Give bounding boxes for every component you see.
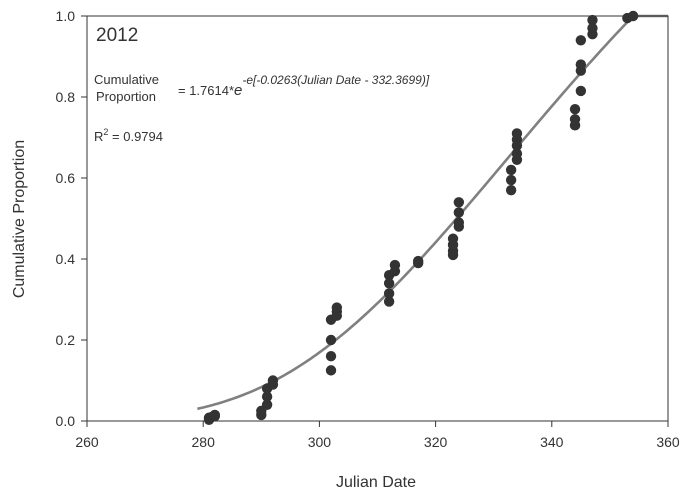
year-annotation: 2012 xyxy=(96,25,138,46)
data-point xyxy=(511,128,523,139)
data-point xyxy=(325,351,337,362)
data-point xyxy=(511,148,523,159)
y-tick-label: 0.0 xyxy=(56,413,76,429)
data-point xyxy=(453,217,465,228)
r2-prefix: R xyxy=(94,129,103,144)
equation-base: e xyxy=(234,82,242,99)
y-tick-label: 0.6 xyxy=(56,170,76,186)
data-point xyxy=(587,22,598,34)
data-point xyxy=(389,259,401,271)
x-axis-title: Julian Date xyxy=(336,474,416,491)
data-point xyxy=(505,184,517,196)
r2-superscript: 2 xyxy=(103,127,108,137)
data-point xyxy=(261,391,273,402)
equation-rhs: = 1.7614*e-e[-0.0263(Julian Date - 332.3… xyxy=(178,73,430,99)
y-tick-label: 0.2 xyxy=(56,332,76,348)
x-tick-label: 280 xyxy=(192,434,216,450)
r2-value: = 0.9794 xyxy=(108,129,163,144)
plot-frame xyxy=(86,15,669,422)
data-point xyxy=(325,365,337,376)
y-tick-label: 0.8 xyxy=(56,89,76,105)
data-point xyxy=(261,399,273,410)
data-point xyxy=(575,59,587,70)
data-point xyxy=(575,85,587,97)
x-tick-label: 320 xyxy=(424,434,448,450)
data-point xyxy=(209,409,221,421)
x-tick-label: 340 xyxy=(540,434,564,450)
equation-lhs-line1: Cumulative xyxy=(94,72,159,87)
data-point xyxy=(453,197,465,208)
data-point xyxy=(569,114,581,125)
data-point xyxy=(331,302,343,313)
data-point xyxy=(587,14,598,26)
data-point xyxy=(569,103,581,115)
data-point xyxy=(447,233,459,244)
data-point xyxy=(575,35,587,46)
data-point xyxy=(383,278,395,289)
equation-exponent: -e[-0.0263(Julian Date - 332.3699)] xyxy=(242,73,429,87)
equation-lhs-line2: Proportion xyxy=(96,89,156,104)
y-tick-label: 0.4 xyxy=(56,251,76,267)
r-squared: R2 = 0.9794 xyxy=(94,127,163,144)
x-tick-label: 300 xyxy=(308,434,332,450)
x-tick-label: 360 xyxy=(656,434,680,450)
data-point xyxy=(412,255,424,267)
y-axis-title: Cumulative Proportion xyxy=(11,140,28,298)
data-point xyxy=(383,288,395,299)
y-tick-label: 1.0 xyxy=(56,8,76,24)
data-point xyxy=(453,207,465,218)
data-point xyxy=(505,174,517,186)
data-point xyxy=(383,296,395,307)
axis-ticks: 260 280 300 320 340 360 0.0 0.2 0.4 0.6 0.8 1.0 xyxy=(56,8,680,450)
data-point xyxy=(505,164,517,176)
data-point xyxy=(325,334,337,346)
x-tick-label: 260 xyxy=(75,434,99,450)
equation-prefix: = 1.7614* xyxy=(178,83,234,98)
data-point xyxy=(267,375,279,386)
